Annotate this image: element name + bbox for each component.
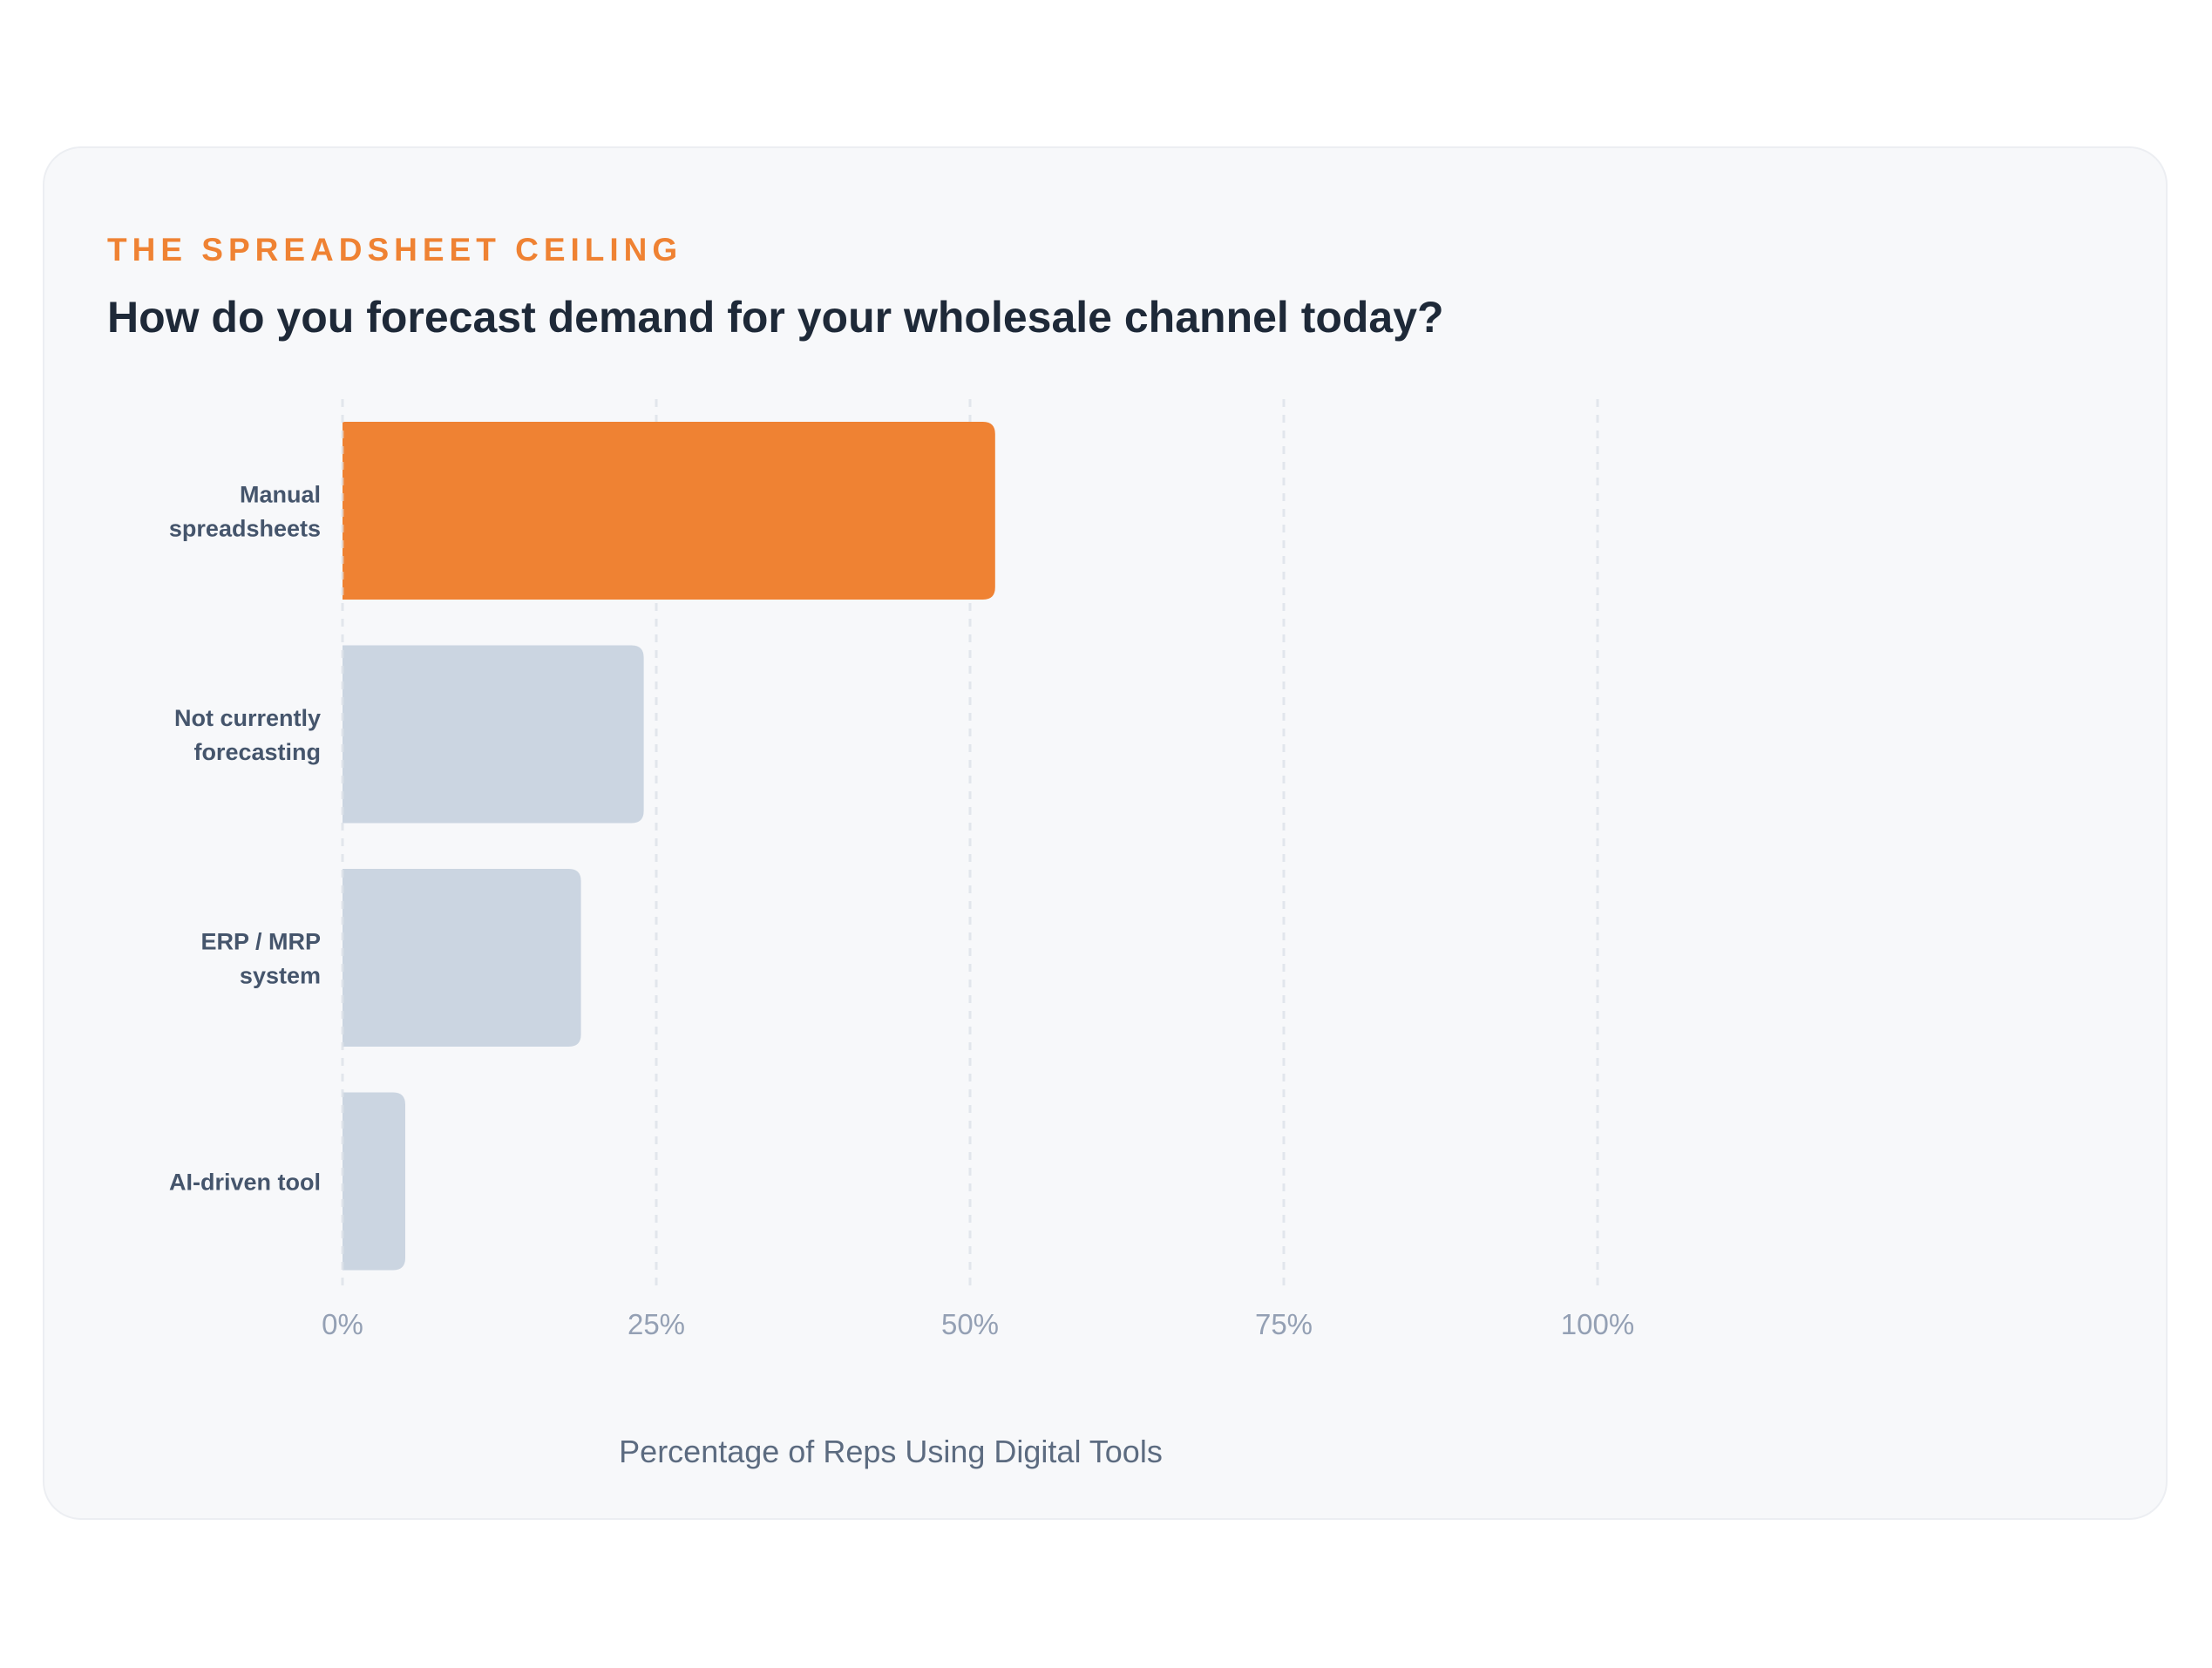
category-label: forecasting [193, 739, 321, 765]
category-label: AI-driven tool [169, 1170, 321, 1196]
category-label: ERP / MRP [200, 929, 321, 955]
bar-2 [343, 645, 644, 824]
x-tick-label: 100% [1561, 1308, 1634, 1340]
x-tick-label: 25% [628, 1308, 685, 1340]
category-label: Not currently [174, 705, 321, 731]
category-label: spreadsheets [169, 516, 321, 542]
category-label: Manual [240, 482, 321, 508]
x-tick-label: 75% [1255, 1308, 1313, 1340]
eyebrow-label: THE SPREADSHEET CEILING [107, 232, 683, 268]
bar-1 [343, 422, 995, 600]
chart-title: How do you forecast demand for your whol… [107, 293, 1444, 342]
x-tick-label: 50% [941, 1308, 999, 1340]
bar-3 [343, 869, 581, 1047]
bar-4 [343, 1092, 405, 1271]
x-tick-label: 0% [322, 1308, 363, 1340]
category-label: system [240, 963, 321, 989]
x-axis-title: Percentage of Reps Using Digital Tools [619, 1434, 1163, 1469]
chart-card [43, 146, 2168, 1520]
